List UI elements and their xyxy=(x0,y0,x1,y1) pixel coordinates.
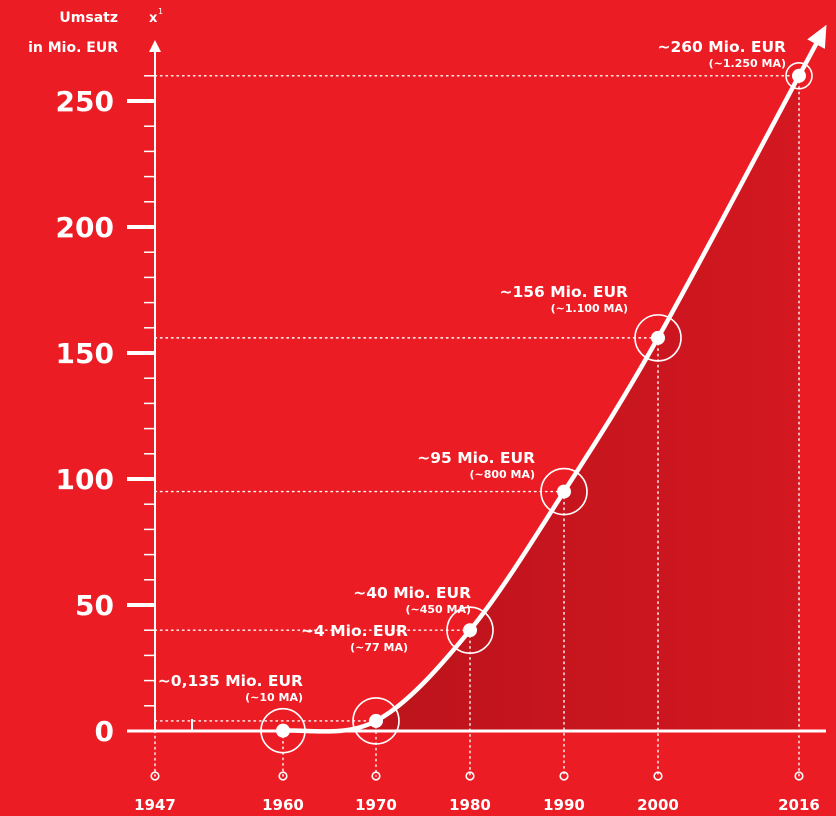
x-tick-label-2016: 2016 xyxy=(778,796,820,814)
data-point-2000 xyxy=(651,330,665,345)
x-tick-label-1947: 1947 xyxy=(134,796,176,814)
point-label-1990: ~95 Mio. EUR xyxy=(417,449,535,467)
point-sublabel-2000: (~1.100 MA) xyxy=(551,302,628,315)
area-under-curve xyxy=(283,75,799,732)
point-ring-1990 xyxy=(540,467,588,516)
y-tick-label-250: 250 xyxy=(56,85,114,118)
y-tick-label-150: 150 xyxy=(56,337,114,370)
x-tick-marker-1970 xyxy=(371,771,381,781)
point-label-1980: ~40 Mio. EUR xyxy=(353,584,471,602)
point-label-1960: ~0,135 Mio. EUR xyxy=(158,672,303,690)
y-tick-label-100: 100 xyxy=(56,463,114,496)
x-tick-labels: 1947 1960 1970 1980 1990 2000 2016 xyxy=(134,771,820,814)
point-sublabel-1960: (~10 MA) xyxy=(245,691,303,704)
point-ring-2000 xyxy=(634,314,682,362)
point-ring-1980 xyxy=(446,606,494,655)
y-tick-label-50: 50 xyxy=(75,589,114,622)
x-tick-marker-2000 xyxy=(653,771,663,781)
data-point-1960 xyxy=(276,723,290,738)
point-sublabel-1970: (~77 MA) xyxy=(350,641,408,654)
data-point-1990 xyxy=(557,484,571,499)
area-layer xyxy=(283,75,799,732)
x-tick-marker-1960 xyxy=(278,771,288,781)
x-tick-label-1980: 1980 xyxy=(449,796,491,814)
x-tick-marker-1980 xyxy=(465,771,475,781)
points-layer xyxy=(260,62,813,754)
y-tick-labels: 0 50 100 150 200 250 xyxy=(56,85,114,748)
y-axis-arrowhead xyxy=(149,40,161,52)
y-axis-title: Umsatz in Mio. EUR xyxy=(28,10,118,56)
x-tick-marker-1947 xyxy=(150,771,160,781)
data-point-1980 xyxy=(463,623,477,638)
point-ring-1970 xyxy=(352,697,400,745)
series-arrowhead xyxy=(807,24,827,49)
point-sublabel-1990: (~800 MA) xyxy=(469,468,535,481)
y-axis-title-line-1: Umsatz xyxy=(59,10,118,26)
x-tick-marker-1990 xyxy=(559,771,569,781)
y-tick-label-200: 200 xyxy=(56,211,114,244)
y-axis-symbol-x: x xyxy=(149,11,158,26)
point-sublabel-1980: (~450 MA) xyxy=(405,603,471,616)
point-label-1970: ~4 Mio. EUR xyxy=(301,622,408,640)
axes-layer xyxy=(127,40,826,733)
y-axis-title-line-2: in Mio. EUR xyxy=(28,40,118,56)
point-sublabel-2016: (~1.250 MA) xyxy=(709,57,786,70)
y-tick-label-0: 0 xyxy=(95,715,114,748)
x-tick-label-1960: 1960 xyxy=(262,796,304,814)
guide-layer xyxy=(154,75,800,777)
y-axis-symbol-sup: 1 xyxy=(158,7,163,16)
point-label-2000: ~156 Mio. EUR xyxy=(499,283,628,301)
point-ring-1960 xyxy=(260,707,306,754)
x-tick-label-1970: 1970 xyxy=(355,796,397,814)
annotations-layer: ~0,135 Mio. EUR(~10 MA) ~4 Mio. EUR(~77 M… xyxy=(158,38,786,704)
point-label-2016: ~260 Mio. EUR xyxy=(657,38,786,56)
x-tick-marker-2016 xyxy=(794,771,804,781)
y-axis-symbol: x 1 xyxy=(149,7,163,26)
point-ring-2016 xyxy=(785,62,813,90)
data-point-1970 xyxy=(369,713,383,728)
x-tick-label-1990: 1990 xyxy=(543,796,585,814)
data-point-2016 xyxy=(792,68,806,83)
x-tick-label-2000: 2000 xyxy=(637,796,679,814)
